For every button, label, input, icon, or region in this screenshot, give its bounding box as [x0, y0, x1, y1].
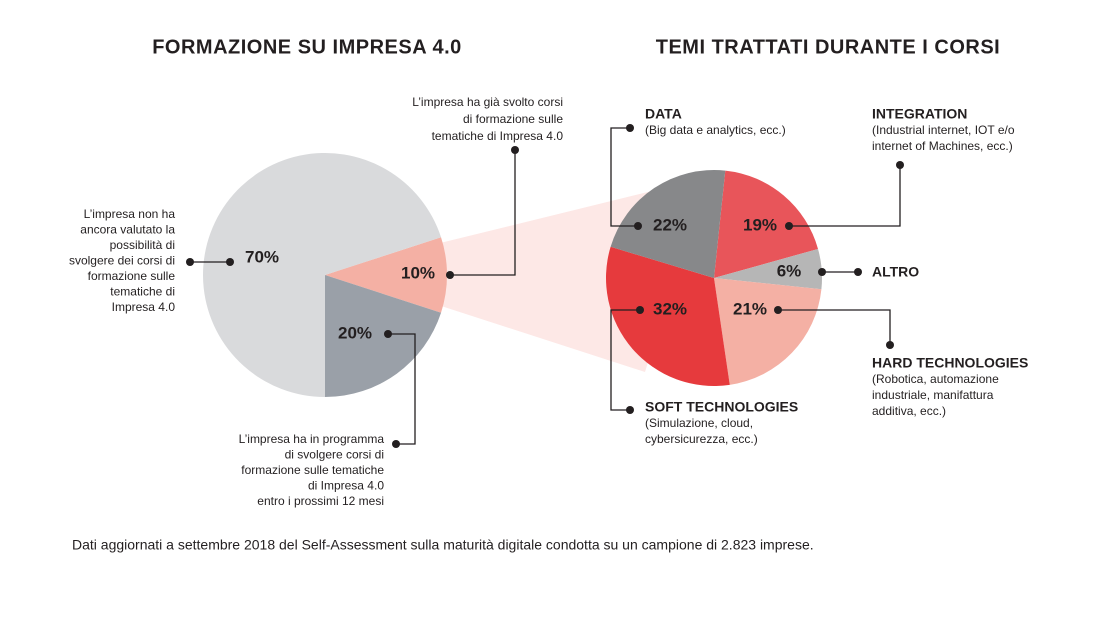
callout-text: di svolgere corsi di [285, 448, 384, 462]
category-note: internet of Machines, ecc.) [872, 139, 1013, 153]
callout-text: Impresa 4.0 [112, 300, 176, 314]
slice-value-label: 32% [653, 299, 687, 318]
callout-dot [785, 222, 793, 230]
category-note: additiva, ecc.) [872, 404, 946, 418]
category-name: ALTRO [872, 264, 919, 280]
callout-line [450, 150, 516, 276]
callout-line [778, 309, 891, 345]
pie-slice [202, 153, 442, 397]
category-note: (Big data e analytics, ecc.) [645, 123, 786, 137]
category-name: SOFT TECHNOLOGIES [645, 399, 798, 415]
callout-dot [226, 258, 234, 266]
callout-dot [854, 268, 862, 276]
callout-text: L’impresa non ha [84, 207, 176, 221]
category-name: DATA [645, 106, 682, 122]
callout-text: tematiche di Impresa 4.0 [432, 129, 564, 143]
callout-dot [384, 330, 392, 338]
category-note: cybersicurezza, ecc.) [645, 432, 758, 446]
callout-dot [186, 258, 194, 266]
callout-text: ancora valutato la [80, 223, 175, 237]
callout-dot [511, 146, 519, 154]
callout-dot [626, 406, 634, 414]
pie-slice [605, 246, 730, 386]
slice-value-label: 20% [338, 323, 372, 342]
callout-dot [818, 268, 826, 276]
slice-value-label: 21% [733, 299, 767, 318]
category-name: HARD TECHNOLOGIES [872, 355, 1028, 371]
pie-slice [325, 237, 447, 313]
callout-dot [634, 222, 642, 230]
callout-text: svolgere dei corsi di [69, 254, 175, 268]
callout-dot [626, 124, 634, 132]
callout-dot [446, 271, 454, 279]
category-note: (Robotica, automazione [872, 372, 999, 386]
callout-text: di Impresa 4.0 [308, 479, 384, 493]
callout-dot [392, 440, 400, 448]
callout-text: L’impresa ha già svolto corsi [412, 95, 563, 109]
pie-slice [714, 170, 819, 278]
callout-line [789, 165, 901, 227]
slice-value-label: 10% [401, 263, 435, 282]
callout-text: formazione sulle tematiche [241, 463, 384, 477]
category-note: (Industrial internet, IOT e/o [872, 123, 1015, 137]
pie-slice [325, 275, 442, 397]
pie-slice [610, 170, 726, 278]
callout-dot [896, 161, 904, 169]
slice-value-label: 22% [653, 215, 687, 234]
chart-title: TEMI TRATTATI DURANTE I CORSI [656, 36, 1000, 58]
pie-slice [714, 248, 822, 290]
callout-text: entro i prossimi 12 mesi [257, 494, 384, 508]
slice-value-label: 70% [245, 247, 279, 266]
category-note: (Simulazione, cloud, [645, 416, 753, 430]
callout-line [388, 333, 416, 445]
footnote: Dati aggiornati a settembre 2018 del Sel… [72, 537, 814, 553]
category-note: industriale, manifattura [872, 388, 994, 402]
callout-text: di formazione sulle [463, 112, 563, 126]
callout-line [610, 309, 640, 411]
slice-value-label: 19% [743, 215, 777, 234]
chart-title: FORMAZIONE SU IMPRESA 4.0 [152, 36, 462, 58]
slice-value-label: 6% [777, 261, 802, 280]
callout-text: possibilità di [110, 238, 175, 252]
callout-dot [886, 341, 894, 349]
category-name: INTEGRATION [872, 106, 967, 122]
callout-text: L’impresa ha in programma [239, 432, 385, 446]
callout-dot [774, 306, 782, 314]
callout-text: tematiche di [110, 285, 175, 299]
callout-line [610, 127, 638, 227]
pie-slice [714, 278, 822, 385]
callout-dot [636, 306, 644, 314]
callout-text: formazione sulle [88, 269, 176, 283]
